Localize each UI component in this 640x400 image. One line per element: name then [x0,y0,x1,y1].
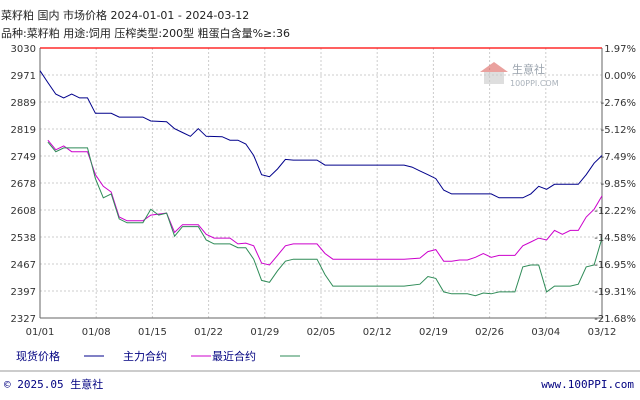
y-tick-right: 1.97% [604,44,636,55]
y-tick-right: -19.31% [594,287,636,298]
x-tick-label: 02/12 [363,327,392,338]
y-tick-left: 2819 [11,125,36,136]
logo-url: 100PPI.COM [510,79,559,88]
x-tick-label: 02/19 [419,327,448,338]
legend-recent-contract: 最近合约 [212,349,300,363]
series-lines [39,70,603,297]
footer-url: www.100PPI.com [541,378,634,391]
y-tick-right: -5.12% [601,125,636,136]
main-contract-line [47,139,603,266]
recent-contract-line [47,141,603,297]
x-tick-label: 01/29 [250,327,279,338]
chart-subtitle: 品种:菜籽粕 用途:饲用 压榨类型:200型 粗蛋白含量%≥:36 [1,27,290,40]
y-tick-right: -12.22% [594,206,636,217]
x-tick-label: 01/22 [194,327,223,338]
y-tick-left: 2327 [11,314,36,325]
y-tick-left: 2467 [11,260,36,271]
x-tick-label: 01/08 [82,327,111,338]
legend-label: 现货价格 [16,349,60,363]
x-axis-ticks: 01/01 01/08 01/15 01/22 01/29 02/05 02/12 02/19… [26,327,617,338]
y-tick-right: 0.00% [604,71,636,82]
x-tick-label: 02/05 [307,327,336,338]
y-tick-right: -14.58% [594,233,636,244]
x-tick-label: 02/26 [475,327,504,338]
x-tick-label: 01/01 [26,327,55,338]
chart-header: 菜籽粕 国内 市场价格 2024-01-01 - 2024-03-12 品种:菜… [0,0,640,40]
grid [40,48,602,318]
x-tick-label: 01/15 [138,327,167,338]
y-tick-right: -16.95% [594,260,636,271]
legend-spot-price: 现货价格 [16,349,104,363]
axes [39,47,603,319]
logo-house-icon [480,62,508,84]
y-tick-right: -2.76% [601,98,636,109]
y-axis-left-ticks: 3030 2971 2889 2819 2749 2678 2608 2538 2467 2397… [11,44,36,325]
footer-copyright: © 2025.05 生意社 [4,377,103,391]
y-tick-left: 2749 [11,152,36,163]
y-tick-left: 2538 [11,233,36,244]
y-tick-right: -9.85% [601,179,636,190]
y-tick-left: 2889 [11,98,36,109]
y-axis-right-ticks: 1.97% 0.00% -2.76% -5.12% -7.49% -9.85% -12.22… [594,44,636,325]
x-tick-label: 03/12 [588,327,617,338]
watermark-logo: 生意社 100PPI.COM [480,62,559,88]
y-tick-right: -21.68% [594,314,636,325]
chart-title: 菜籽粕 国内 市场价格 2024-01-01 - 2024-03-12 [1,9,250,22]
y-tick-left: 3030 [11,44,36,55]
legend-main-contract: 主力合约 [123,349,211,363]
y-tick-left: 2678 [11,179,36,190]
y-tick-right: -7.49% [601,152,636,163]
y-tick-left: 2397 [11,287,36,298]
y-tick-left: 2608 [11,206,36,217]
logo-name: 生意社 [512,62,545,76]
y-tick-left: 2971 [11,71,36,82]
x-tick-label: 03/04 [531,327,560,338]
legend: 现货价格 主力合约 最近合约 [16,349,300,363]
legend-label: 主力合约 [123,349,167,363]
legend-label: 最近合约 [212,349,256,363]
spot-price-line [39,70,603,199]
footer: © 2025.05 生意社 www.100PPI.com [0,370,640,391]
